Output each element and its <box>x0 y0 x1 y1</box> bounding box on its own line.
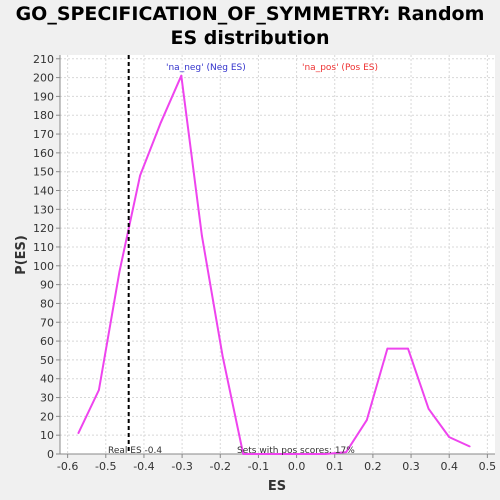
data-point <box>201 234 203 237</box>
chart-title-line-2: ES distribution <box>170 27 330 49</box>
data-point <box>262 453 265 455</box>
x-tick-label: -0.6 <box>57 460 78 473</box>
x-tick-label: -0.5 <box>95 460 116 473</box>
data-point <box>386 347 389 350</box>
data-point <box>427 408 430 410</box>
pos-scores-label: Sets with pos scores: 17% <box>237 446 355 456</box>
grid <box>60 55 495 455</box>
legend-pos: 'na_pos' (Pos ES) <box>302 63 378 73</box>
y-tick-label: 210 <box>33 53 54 66</box>
y-tick-label: 90 <box>40 279 54 292</box>
y-tick-label: 30 <box>40 392 54 405</box>
y-tick-label: 170 <box>33 128 54 141</box>
series <box>77 74 471 455</box>
y-tick-label: 150 <box>33 166 54 179</box>
chart-title: GO_SPECIFICATION_OF_SYMMETRY: Random ES … <box>0 2 500 50</box>
data-point <box>283 453 286 455</box>
data-point <box>98 389 100 391</box>
y-axis-label: P(ES) <box>14 235 29 275</box>
y-tick-label: 160 <box>33 147 54 160</box>
data-point <box>242 453 244 455</box>
y-tick-label: 20 <box>40 410 54 423</box>
y-tick-label: 70 <box>40 316 54 329</box>
x-axis-label: ES <box>268 479 286 494</box>
data-point <box>407 347 409 350</box>
data-point <box>180 74 183 77</box>
y-tick-label: 190 <box>33 90 54 103</box>
real-es-label: Real ES -0.4 <box>108 446 162 456</box>
data-point <box>448 436 451 438</box>
data-point <box>345 451 347 453</box>
y-tick-label: 100 <box>33 260 54 273</box>
es-distribution-line <box>77 74 471 455</box>
x-tick-label: 0.2 <box>364 460 382 473</box>
data-point <box>221 355 224 357</box>
data-point <box>77 432 80 435</box>
x-tick-label: 0.1 <box>326 460 344 473</box>
plot-area <box>60 55 495 454</box>
data-point <box>469 445 471 448</box>
x-tick-label: 0.3 <box>402 460 420 473</box>
x-tick-label: -0.2 <box>210 460 231 473</box>
y-tick-label: 140 <box>33 185 54 198</box>
x-tick-label: 0.0 <box>288 460 306 473</box>
data-point <box>324 453 327 455</box>
ticks: -0.6 -0.5 -0.4 -0.3 -0.2 -0.1 0.0 0.1 0.2 0.3 0.4 0… <box>33 53 496 473</box>
legend-neg: 'na_neg' (Neg ES) <box>166 63 246 73</box>
y-tick-label: 120 <box>33 222 54 235</box>
data-point <box>365 419 368 421</box>
y-tick-label: 50 <box>40 354 54 367</box>
y-tick-label: 180 <box>33 109 54 122</box>
data-point <box>304 453 306 455</box>
y-tick-label: 110 <box>33 241 54 254</box>
data-point <box>139 174 141 177</box>
chart-title-line-1: GO_SPECIFICATION_OF_SYMMETRY: Random <box>15 3 485 25</box>
x-tick-label: -0.3 <box>171 460 192 473</box>
x-tick-label: -0.1 <box>248 460 269 473</box>
y-tick-label: 40 <box>40 373 54 386</box>
x-tick-label: 0.5 <box>479 460 497 473</box>
y-tick-label: 10 <box>40 429 54 442</box>
y-tick-label: 130 <box>33 203 54 216</box>
data-point <box>159 121 162 124</box>
x-tick-label: -0.4 <box>133 460 154 473</box>
x-tick-label: 0.4 <box>440 460 458 473</box>
y-tick-label: 60 <box>40 335 54 348</box>
data-point <box>118 270 121 273</box>
y-tick-label: 200 <box>33 72 54 85</box>
y-tick-label: 80 <box>40 297 54 310</box>
y-tick-label: 0 <box>47 448 54 461</box>
